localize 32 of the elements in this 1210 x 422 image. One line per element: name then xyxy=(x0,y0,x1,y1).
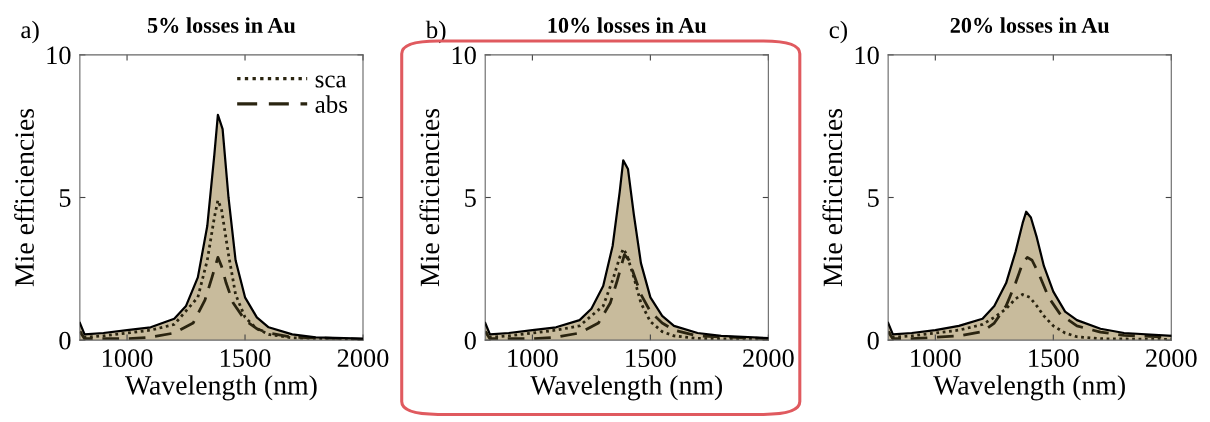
text: b) xyxy=(425,20,446,44)
x-tick-label: 1000 xyxy=(911,349,961,368)
y-tick-label: 10 xyxy=(855,46,879,65)
y-axis-title: Mie efficiencies xyxy=(419,108,440,287)
y-tick-label: 0 xyxy=(867,331,879,350)
y-axis-title: Mie efficiencies xyxy=(14,108,34,287)
chart-title: 20% losses in Au xyxy=(950,17,1110,33)
legend-label: sca xyxy=(315,75,347,88)
y-tick-label: 5 xyxy=(868,189,879,207)
x-tick-label: 2000 xyxy=(1146,349,1197,368)
chart-title: 10% losses in Au xyxy=(548,17,707,33)
y-tick-label: 5 xyxy=(465,189,476,207)
x-tick-label: 1000 xyxy=(508,349,558,368)
x-tick-label: 1500 xyxy=(626,349,676,368)
x-tick-label: 2000 xyxy=(743,349,794,368)
x-tick-label: 1500 xyxy=(220,349,271,368)
text: a) xyxy=(21,20,39,44)
y-tick-label: 10 xyxy=(47,46,71,65)
y-tick-label: 10 xyxy=(452,46,476,65)
x-tick-label: 2000 xyxy=(337,349,389,368)
x-axis-title: Wavelength (nm) xyxy=(933,375,1125,401)
x-tick-label: 1500 xyxy=(1029,349,1079,368)
x-tick-label: 1000 xyxy=(102,349,153,368)
x-axis-title: Wavelength (nm) xyxy=(125,375,317,401)
x-axis-title: Wavelength (nm) xyxy=(530,375,723,401)
y-tick-label: 5 xyxy=(59,189,71,207)
text: c) xyxy=(829,20,847,44)
chart-title: 5% losses in Au xyxy=(147,17,296,33)
y-tick-label: 0 xyxy=(464,331,476,350)
y-tick-label: 0 xyxy=(59,331,71,350)
y-axis-title: Mie efficiencies xyxy=(822,108,843,287)
legend-label: abs xyxy=(315,95,348,113)
